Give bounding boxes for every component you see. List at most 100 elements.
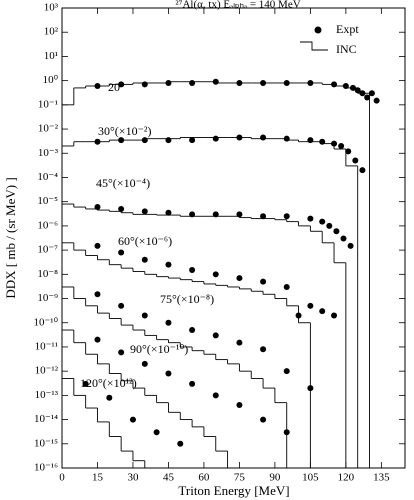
x-tick-label: 60 xyxy=(198,472,210,484)
expt-point xyxy=(352,157,359,164)
expt-point xyxy=(212,332,219,339)
expt-point xyxy=(189,137,196,144)
y-tick-label: 10⁻⁷ xyxy=(37,244,58,256)
x-tick-label: 105 xyxy=(302,472,319,484)
y-tick-label: 10⁻¹⁰ xyxy=(33,316,58,328)
expt-point xyxy=(307,302,314,309)
expt-point xyxy=(177,440,184,447)
expt-point xyxy=(368,90,375,97)
x-tick-label: 45 xyxy=(163,472,175,484)
expt-point xyxy=(165,319,172,326)
expt-point xyxy=(141,360,148,367)
legend-label: Expt xyxy=(336,22,359,36)
expt-point xyxy=(347,242,354,249)
expt-point xyxy=(333,228,340,235)
angle-label: 120°(×10¹²) xyxy=(80,376,137,390)
expt-point xyxy=(129,416,136,423)
y-tick-label: 10⁻⁹ xyxy=(37,292,58,304)
y-tick-label: 10¹ xyxy=(44,50,58,62)
expt-point xyxy=(153,429,160,436)
expt-point xyxy=(141,208,148,215)
expt-point xyxy=(189,380,196,387)
y-axis-title: DDX [ mb / (sr MeV) ] xyxy=(3,177,18,298)
expt-point xyxy=(364,94,371,101)
y-tick-label: 10² xyxy=(44,26,59,38)
expt-point xyxy=(331,312,338,319)
y-tick-label: 10⁻² xyxy=(38,123,59,135)
y-tick-label: 10⁻⁵ xyxy=(37,195,58,207)
expt-point xyxy=(340,235,347,242)
expt-point xyxy=(118,249,125,256)
y-tick-label: 10⁻¹² xyxy=(35,365,59,377)
expt-point xyxy=(307,215,314,222)
expt-point xyxy=(212,392,219,399)
expt-point xyxy=(141,256,148,263)
legend-marker xyxy=(314,26,322,34)
y-tick-label: 10⁻⁴ xyxy=(37,171,58,183)
y-tick-label: 10⁻¹¹ xyxy=(35,340,58,352)
y-tick-label: 10⁻¹³ xyxy=(35,389,59,401)
y-tick-label: 10⁻¹ xyxy=(38,98,58,110)
angle-label: 45°(×10⁻⁴) xyxy=(96,176,150,190)
y-tick-label: 10⁻⁸ xyxy=(37,268,58,280)
angle-label: 90°(×10⁻¹⁰) xyxy=(130,342,188,356)
expt-point xyxy=(338,142,345,149)
expt-point xyxy=(106,394,113,401)
expt-point xyxy=(260,416,267,423)
expt-point xyxy=(283,213,290,220)
expt-point xyxy=(260,278,267,285)
y-tick-label: 10⁻¹⁵ xyxy=(34,437,58,449)
expt-point xyxy=(236,275,243,282)
expt-point xyxy=(189,267,196,274)
expt-point xyxy=(118,349,125,356)
expt-point xyxy=(260,213,267,220)
expt-point xyxy=(118,205,125,212)
expt-point xyxy=(118,302,125,309)
expt-point xyxy=(141,81,148,88)
expt-point xyxy=(165,261,172,268)
expt-point xyxy=(236,339,243,346)
expt-point xyxy=(260,346,267,353)
y-tick-label: 10⁰ xyxy=(43,74,59,86)
expt-point xyxy=(236,402,243,409)
plot-frame xyxy=(61,7,406,469)
y-tick-label: 10⁻⁶ xyxy=(37,219,58,231)
expt-point xyxy=(307,137,314,144)
expt-point xyxy=(141,312,148,319)
angle-label: 20° xyxy=(108,80,125,94)
angle-label: 30°(×10⁻²) xyxy=(98,124,152,138)
y-tick-label: 10³ xyxy=(44,2,59,14)
y-tick-label: 10⁻¹⁶ xyxy=(34,462,58,474)
angle-label: 75°(×10⁻⁸) xyxy=(160,292,214,306)
expt-point xyxy=(345,148,352,155)
expt-point xyxy=(283,368,290,375)
y-tick-label: 10⁻³ xyxy=(38,147,59,159)
expt-point xyxy=(260,134,267,141)
expt-point xyxy=(165,209,172,216)
expt-point xyxy=(94,291,101,298)
legend-label: INC xyxy=(336,42,357,56)
expt-point xyxy=(373,97,380,104)
x-axis-title: Triton Energy [MeV] xyxy=(178,483,289,498)
expt-point xyxy=(319,218,326,225)
expt-point xyxy=(82,380,89,387)
x-tick-label: 120 xyxy=(338,472,355,484)
expt-point xyxy=(319,308,326,315)
expt-point xyxy=(212,135,219,142)
expt-point xyxy=(326,222,333,229)
x-tick-label: 90 xyxy=(269,472,281,484)
x-tick-label: 30 xyxy=(127,472,139,484)
expt-point xyxy=(359,167,366,174)
expt-point xyxy=(165,137,172,144)
chart-title: ²⁷Al(α, tx) Eₐₗₚₕₐ = 140 MeV xyxy=(175,0,300,11)
expt-point xyxy=(94,242,101,249)
expt-point xyxy=(165,370,172,377)
expt-point xyxy=(212,271,219,278)
legend-marker xyxy=(300,41,328,51)
expt-point xyxy=(283,283,290,290)
expt-point xyxy=(94,336,101,343)
x-tick-label: 135 xyxy=(373,472,390,484)
y-tick-label: 10⁻¹⁴ xyxy=(34,413,58,425)
angle-label: 60°(×10⁻⁶) xyxy=(118,234,172,248)
